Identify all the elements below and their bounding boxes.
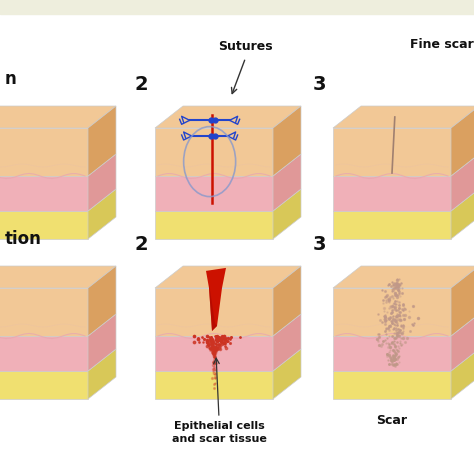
Polygon shape [155, 336, 273, 371]
Polygon shape [155, 106, 301, 128]
Polygon shape [88, 349, 116, 399]
Polygon shape [206, 268, 226, 288]
Polygon shape [333, 336, 451, 371]
Polygon shape [88, 314, 116, 371]
Bar [0, 0, 474, 14]
Polygon shape [333, 128, 451, 176]
Polygon shape [155, 128, 273, 176]
Polygon shape [333, 176, 451, 211]
Polygon shape [155, 211, 273, 239]
Polygon shape [0, 371, 88, 399]
Text: Scar: Scar [376, 414, 408, 427]
Polygon shape [333, 211, 451, 239]
Polygon shape [273, 154, 301, 211]
Text: Epithelial cells
and scar tissue: Epithelial cells and scar tissue [172, 421, 266, 444]
Polygon shape [451, 189, 474, 239]
Polygon shape [155, 266, 301, 288]
Polygon shape [88, 266, 116, 336]
Polygon shape [209, 283, 217, 331]
Polygon shape [451, 106, 474, 176]
Polygon shape [0, 106, 116, 128]
Polygon shape [88, 154, 116, 211]
Polygon shape [451, 314, 474, 371]
Text: 3: 3 [313, 235, 327, 254]
Polygon shape [273, 314, 301, 371]
Polygon shape [273, 189, 301, 239]
Polygon shape [451, 266, 474, 336]
Polygon shape [88, 189, 116, 239]
Text: 2: 2 [135, 235, 149, 254]
Polygon shape [273, 349, 301, 399]
Polygon shape [155, 176, 273, 211]
Polygon shape [0, 288, 88, 336]
Polygon shape [155, 371, 273, 399]
Polygon shape [333, 371, 451, 399]
Polygon shape [451, 154, 474, 211]
Text: Sutures: Sutures [219, 40, 273, 53]
Text: n: n [5, 70, 17, 88]
Polygon shape [0, 176, 88, 211]
Text: 3: 3 [313, 75, 327, 94]
Polygon shape [0, 211, 88, 239]
Text: Fine scar: Fine scar [410, 38, 474, 51]
Polygon shape [333, 266, 474, 288]
Polygon shape [0, 266, 116, 288]
Polygon shape [273, 266, 301, 336]
Polygon shape [273, 106, 301, 176]
Polygon shape [451, 349, 474, 399]
Polygon shape [333, 106, 474, 128]
Polygon shape [88, 106, 116, 176]
Text: tion: tion [5, 230, 42, 248]
Polygon shape [155, 288, 273, 336]
Polygon shape [209, 288, 222, 331]
Polygon shape [0, 336, 88, 371]
Polygon shape [333, 288, 451, 336]
Polygon shape [0, 128, 88, 176]
Text: 2: 2 [135, 75, 149, 94]
